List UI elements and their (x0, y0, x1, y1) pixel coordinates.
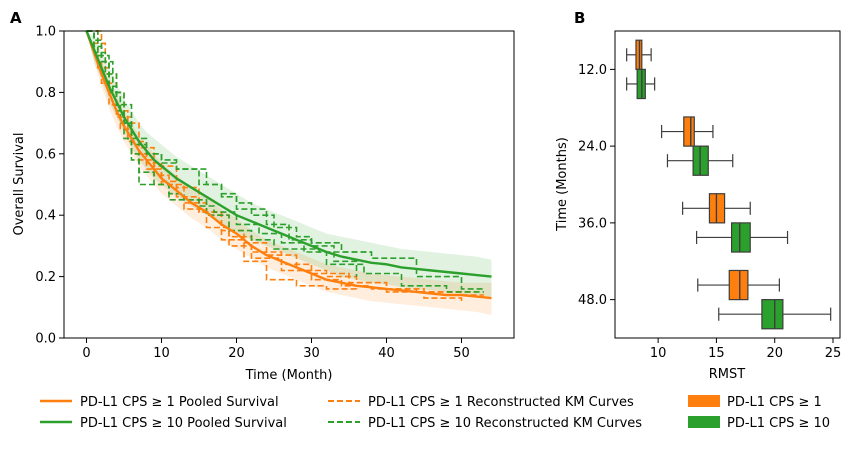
legend-label-cps1-km: PD-L1 CPS ≥ 1 Reconstructed KM Curves (368, 395, 634, 410)
x-tick-label: 50 (453, 346, 470, 361)
pooled-curve-1 (85, 30, 492, 278)
panel-b-y-label: Time (Months) (555, 137, 570, 232)
panel-b-y-ticks: 12.0 24.0 36.0 48.0 (578, 63, 615, 308)
legend-label-cps1-pooled: PD-L1 CPS ≥ 1 Pooled Survival (80, 395, 279, 410)
y-tick-label: 0.8 (35, 86, 56, 101)
km-curve-4 (86, 30, 372, 253)
boxplot-cps1-36.0 (682, 193, 751, 224)
legend: PD-L1 CPS ≥ 1 Pooled Survival PD-L1 CPS … (40, 395, 830, 431)
y-tick-label: 12.0 (578, 63, 607, 78)
panel-label-b: B (574, 9, 585, 27)
y-tick-label: 0.2 (35, 270, 56, 285)
legend-label-cps10-km: PD-L1 CPS ≥ 10 Reconstructed KM Curves (368, 416, 642, 431)
y-tick-label: 0.4 (35, 209, 56, 224)
km-curve-3 (86, 30, 358, 292)
legend-label-cps10-box: PD-L1 CPS ≥ 10 (727, 416, 830, 431)
panel-a-x-label: Time (Month) (245, 368, 333, 383)
km-curve-7 (86, 30, 484, 293)
legend-label-cps10-pooled: PD-L1 CPS ≥ 10 Pooled Survival (80, 416, 287, 431)
boxplot-cps1-24.0 (661, 116, 714, 147)
legend-label-cps1-box: PD-L1 CPS ≥ 1 (727, 395, 822, 410)
confidence-band-0 (86, 31, 492, 315)
y-tick-label: 36.0 (578, 216, 607, 231)
x-tick-label: 15 (708, 346, 725, 361)
x-tick-label: 20 (766, 346, 783, 361)
legend-swatch-cps1-box (688, 395, 720, 407)
panel-a-y-ticks: 0.0 0.2 0.4 0.6 0.8 1.0 (35, 25, 64, 347)
box (761, 299, 784, 330)
boxplot-cps10-48.0 (718, 299, 832, 330)
y-tick-label: 48.0 (578, 293, 607, 308)
boxplot-cps10-36.0 (696, 222, 789, 253)
panel-b-x-label: RMST (709, 367, 746, 382)
pooled-curve-0 (85, 30, 492, 300)
legend-swatch-cps10-box (688, 416, 720, 428)
km-curve-6 (86, 30, 484, 290)
y-tick-label: 0.0 (35, 332, 56, 347)
box (728, 269, 749, 301)
x-tick-label: 0 (82, 346, 90, 361)
boxplot-cps10-24.0 (666, 145, 734, 176)
y-tick-label: 1.0 (35, 25, 56, 40)
x-tick-label: 30 (303, 346, 320, 361)
boxplots (626, 39, 832, 330)
panel-b-x-ticks: 10 15 20 25 (650, 338, 841, 361)
panel-a-x-ticks: 0 10 20 30 40 50 (82, 338, 470, 361)
pooled-curves (85, 30, 492, 300)
x-tick-label: 20 (228, 346, 245, 361)
boxplot-cps1-12.0 (626, 39, 652, 70)
x-tick-label: 25 (825, 346, 842, 361)
box (683, 116, 695, 147)
panel-b-frame (614, 30, 841, 339)
boxplot-cps10-12.0 (626, 68, 656, 100)
x-tick-label: 10 (153, 346, 170, 361)
y-tick-label: 24.0 (578, 140, 607, 155)
y-tick-label: 0.6 (35, 147, 56, 162)
x-tick-label: 10 (650, 346, 667, 361)
panel-a-y-label: Overall Survival (12, 132, 27, 235)
x-tick-label: 40 (378, 346, 395, 361)
box (730, 222, 751, 253)
panel-label-a: A (10, 9, 22, 27)
boxplot-cps1-48.0 (697, 269, 780, 301)
panel-a-frame (63, 30, 515, 339)
